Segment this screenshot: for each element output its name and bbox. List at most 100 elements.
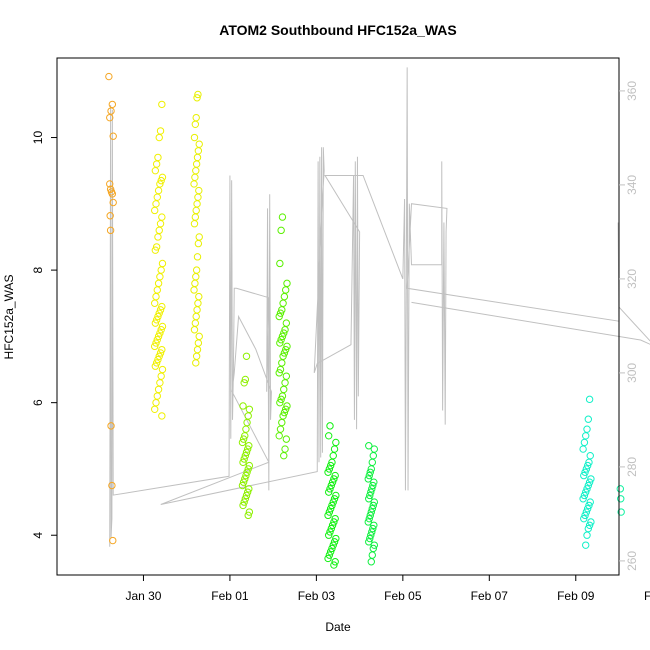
data-point [324, 468, 332, 476]
data-point [193, 306, 201, 314]
data-point [107, 422, 115, 430]
data-point [587, 518, 595, 526]
data-point [242, 352, 251, 360]
data-point [243, 488, 252, 496]
data-point [241, 375, 250, 384]
data-point [243, 445, 252, 453]
data-point [244, 412, 252, 420]
data-point [586, 498, 594, 506]
data-point [277, 226, 285, 235]
y2-tick-label: 340 [625, 175, 639, 195]
data-point [326, 528, 334, 536]
data-point [276, 259, 284, 268]
data-point [326, 461, 335, 470]
data-point [329, 498, 337, 506]
data-point [108, 190, 117, 198]
data-point [282, 435, 291, 443]
data-point [580, 514, 588, 523]
data-point [109, 132, 117, 140]
data-point [326, 548, 335, 556]
y-tick-label: 10 [31, 131, 45, 145]
data-point [154, 312, 162, 321]
data-point [239, 402, 247, 410]
data-point [365, 442, 373, 450]
data-point [154, 233, 162, 241]
data-point [191, 279, 199, 288]
y-tick-label: 8 [31, 266, 45, 273]
data-point [156, 349, 165, 357]
data-point [190, 286, 198, 294]
data-point [152, 243, 161, 251]
data-point [157, 266, 165, 274]
data-point [156, 306, 165, 314]
data-point [151, 206, 159, 215]
data-point [281, 286, 290, 294]
data-point [152, 398, 160, 407]
data-point [242, 471, 250, 480]
data-point [276, 309, 285, 317]
data-point [283, 279, 291, 288]
data-point [241, 495, 250, 503]
data-point [582, 541, 590, 549]
data-point [277, 335, 285, 344]
x-tick-label: Jan 30 [125, 589, 161, 603]
data-point [193, 153, 202, 162]
scatter-group [324, 422, 340, 569]
data-point [330, 518, 338, 526]
data-point [585, 458, 593, 467]
data-point [276, 398, 284, 407]
data-point [367, 531, 375, 539]
data-point [193, 94, 201, 102]
plot-frame [56, 57, 620, 576]
data-point [366, 534, 374, 543]
x-axis-label: Date [325, 620, 351, 634]
data-point [157, 326, 165, 334]
data-point [158, 345, 166, 354]
data-point [155, 309, 163, 317]
x-axis: Jan 30 Feb 01 Feb 03 Feb 05 Feb 07 Feb 09 Feb … [125, 575, 650, 603]
data-point [325, 531, 333, 539]
y-tick-label: 6 [31, 399, 45, 406]
data-point [190, 220, 199, 228]
x-tick-label: Feb 03 [298, 589, 336, 603]
scatter-group [238, 352, 254, 520]
data-point [329, 541, 337, 549]
scatter-group [105, 72, 117, 545]
data-point [245, 405, 254, 413]
data-point [192, 312, 200, 321]
data-point [192, 206, 200, 215]
data-point [367, 508, 375, 516]
data-point [368, 528, 376, 536]
data-point [278, 359, 286, 367]
data-point [583, 505, 592, 513]
data-point [158, 322, 167, 331]
data-point [368, 485, 376, 493]
data-point [154, 385, 163, 394]
data-point [244, 511, 252, 520]
data-point [325, 465, 334, 473]
data-point [579, 445, 587, 453]
data-point [243, 468, 251, 476]
y-axis: 4 6 8 10 [31, 131, 57, 539]
data-point [582, 508, 591, 516]
data-point [154, 355, 162, 364]
data-point [240, 498, 248, 506]
data-point [616, 485, 624, 493]
data-point [280, 349, 289, 357]
data-point [153, 392, 161, 400]
data-point [365, 514, 373, 523]
data-point [280, 451, 288, 460]
data-point [278, 306, 286, 314]
data-point [330, 561, 338, 569]
data-point [330, 475, 338, 483]
data-point [239, 478, 248, 486]
data-point [154, 153, 162, 162]
data-point [151, 246, 160, 254]
data-point [365, 538, 373, 546]
data-point [239, 435, 248, 443]
data-point [583, 485, 591, 493]
data-point [191, 319, 200, 327]
data-point [281, 445, 289, 453]
data-point [242, 425, 250, 433]
data-point [192, 266, 201, 274]
